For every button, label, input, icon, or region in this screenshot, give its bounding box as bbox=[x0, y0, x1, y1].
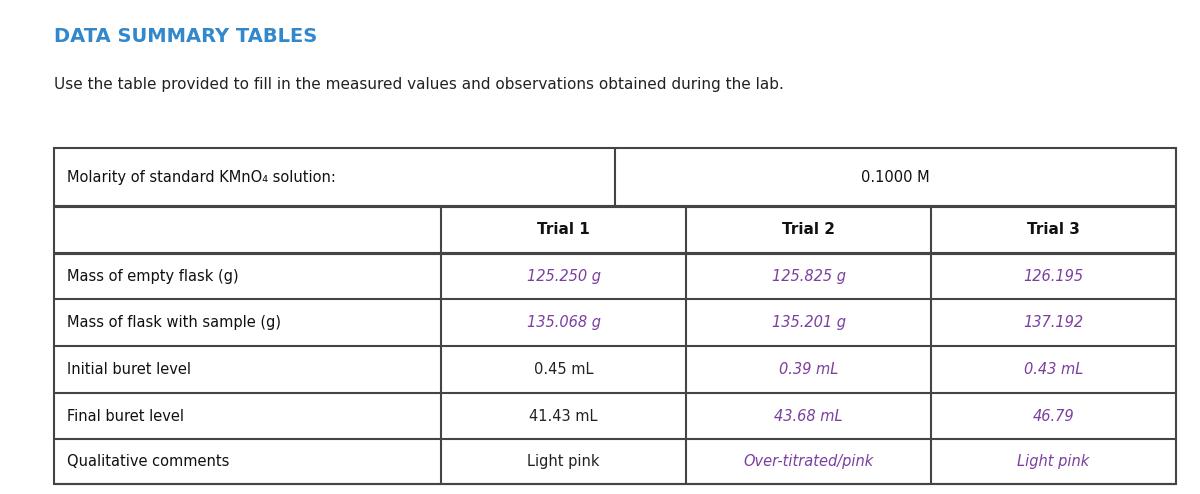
Text: Molarity of standard KMnO₄ solution:: Molarity of standard KMnO₄ solution: bbox=[67, 169, 336, 185]
Text: 125.250 g: 125.250 g bbox=[527, 269, 600, 284]
Text: 125.825 g: 125.825 g bbox=[772, 269, 846, 284]
Text: Mass of flask with sample (g): Mass of flask with sample (g) bbox=[67, 315, 282, 330]
Text: Mass of empty flask (g): Mass of empty flask (g) bbox=[67, 269, 239, 284]
Text: Qualitative comments: Qualitative comments bbox=[67, 454, 230, 469]
Text: Trial 2: Trial 2 bbox=[782, 222, 835, 237]
Text: 43.68 mL: 43.68 mL bbox=[774, 409, 842, 423]
Text: 137.192: 137.192 bbox=[1024, 315, 1084, 330]
Text: Trial 3: Trial 3 bbox=[1027, 222, 1080, 237]
Text: 0.43 mL: 0.43 mL bbox=[1024, 362, 1084, 377]
Text: DATA SUMMARY TABLES: DATA SUMMARY TABLES bbox=[54, 27, 317, 46]
Text: 41.43 mL: 41.43 mL bbox=[529, 409, 598, 423]
Text: 0.45 mL: 0.45 mL bbox=[534, 362, 593, 377]
Text: Trial 1: Trial 1 bbox=[538, 222, 590, 237]
Text: Initial buret level: Initial buret level bbox=[67, 362, 192, 377]
Text: 0.1000 M: 0.1000 M bbox=[862, 169, 930, 185]
Text: 135.068 g: 135.068 g bbox=[527, 315, 600, 330]
Text: Over-titrated/pink: Over-titrated/pink bbox=[744, 454, 874, 469]
Text: 0.39 mL: 0.39 mL bbox=[779, 362, 839, 377]
Text: 46.79: 46.79 bbox=[1033, 409, 1074, 423]
Text: Light pink: Light pink bbox=[527, 454, 600, 469]
Text: Use the table provided to fill in the measured values and observations obtained : Use the table provided to fill in the me… bbox=[54, 77, 784, 91]
Text: Light pink: Light pink bbox=[1018, 454, 1090, 469]
Text: 126.195: 126.195 bbox=[1024, 269, 1084, 284]
Text: 135.201 g: 135.201 g bbox=[772, 315, 846, 330]
Text: Final buret level: Final buret level bbox=[67, 409, 185, 423]
